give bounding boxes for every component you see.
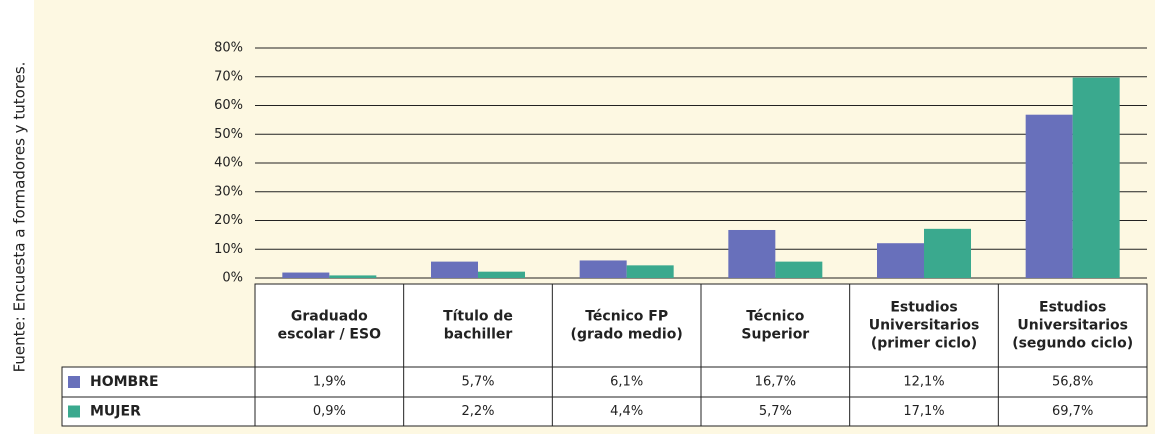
x-tick-label: (segundo ciclo) bbox=[1012, 336, 1133, 352]
data-label: 5,7% bbox=[759, 404, 792, 419]
x-tick-label: (grado medio) bbox=[571, 327, 683, 343]
bar bbox=[775, 261, 823, 278]
data-label: 0,9% bbox=[313, 404, 346, 419]
bar bbox=[728, 229, 776, 278]
bar bbox=[579, 260, 627, 278]
y-tick-label: 40% bbox=[214, 156, 243, 171]
data-label: 2,2% bbox=[461, 404, 494, 419]
x-tick-label: Técnico FP bbox=[585, 309, 668, 325]
bar bbox=[431, 261, 478, 278]
legend-label: MUJER bbox=[90, 404, 141, 420]
x-tick-label: Estudios bbox=[1039, 300, 1106, 316]
y-tick-label: 60% bbox=[214, 98, 243, 113]
y-tick-label: 10% bbox=[214, 242, 243, 257]
x-tick-label: Estudios bbox=[890, 300, 957, 316]
x-tick-label: Graduado bbox=[291, 309, 368, 325]
y-tick-label: 0% bbox=[222, 271, 243, 286]
legend-swatch bbox=[68, 376, 80, 388]
bar bbox=[626, 265, 674, 278]
bar bbox=[1072, 77, 1120, 278]
data-label: 12,1% bbox=[903, 375, 944, 390]
data-label: 16,7% bbox=[755, 375, 796, 390]
x-tick-label: Técnico bbox=[746, 309, 805, 325]
y-tick-label: 30% bbox=[214, 184, 243, 199]
data-label: 5,7% bbox=[461, 375, 494, 390]
data-label: 56,8% bbox=[1052, 375, 1093, 390]
data-label: 6,1% bbox=[610, 375, 643, 390]
bar bbox=[1025, 114, 1073, 278]
y-tick-label: 50% bbox=[214, 127, 243, 142]
data-label: 4,4% bbox=[610, 404, 643, 419]
data-label: 17,1% bbox=[903, 404, 944, 419]
x-tick-label: Universitarios bbox=[1017, 318, 1128, 334]
legend-swatch bbox=[68, 405, 80, 418]
x-tick-label: bachiller bbox=[444, 327, 513, 343]
x-tick-label: Universitarios bbox=[869, 318, 980, 334]
bar bbox=[924, 228, 971, 278]
x-tick-label: (primer ciclo) bbox=[871, 336, 977, 352]
legend-label: HOMBRE bbox=[90, 374, 159, 390]
data-label: 69,7% bbox=[1052, 404, 1093, 419]
y-tick-label: 70% bbox=[214, 69, 243, 84]
bar bbox=[282, 272, 330, 278]
y-tick-label: 80% bbox=[214, 41, 243, 56]
y-tick-label: 20% bbox=[214, 213, 243, 228]
bar bbox=[329, 275, 377, 278]
bar bbox=[877, 243, 924, 278]
x-tick-label: escolar / ESO bbox=[278, 327, 381, 343]
source-note: Fuente: Encuesta a formadores y tutores. bbox=[11, 62, 29, 373]
bar bbox=[478, 271, 525, 278]
data-label: 1,9% bbox=[313, 375, 346, 390]
x-tick-label: Superior bbox=[741, 327, 809, 343]
x-tick-label: Título de bbox=[443, 309, 513, 325]
